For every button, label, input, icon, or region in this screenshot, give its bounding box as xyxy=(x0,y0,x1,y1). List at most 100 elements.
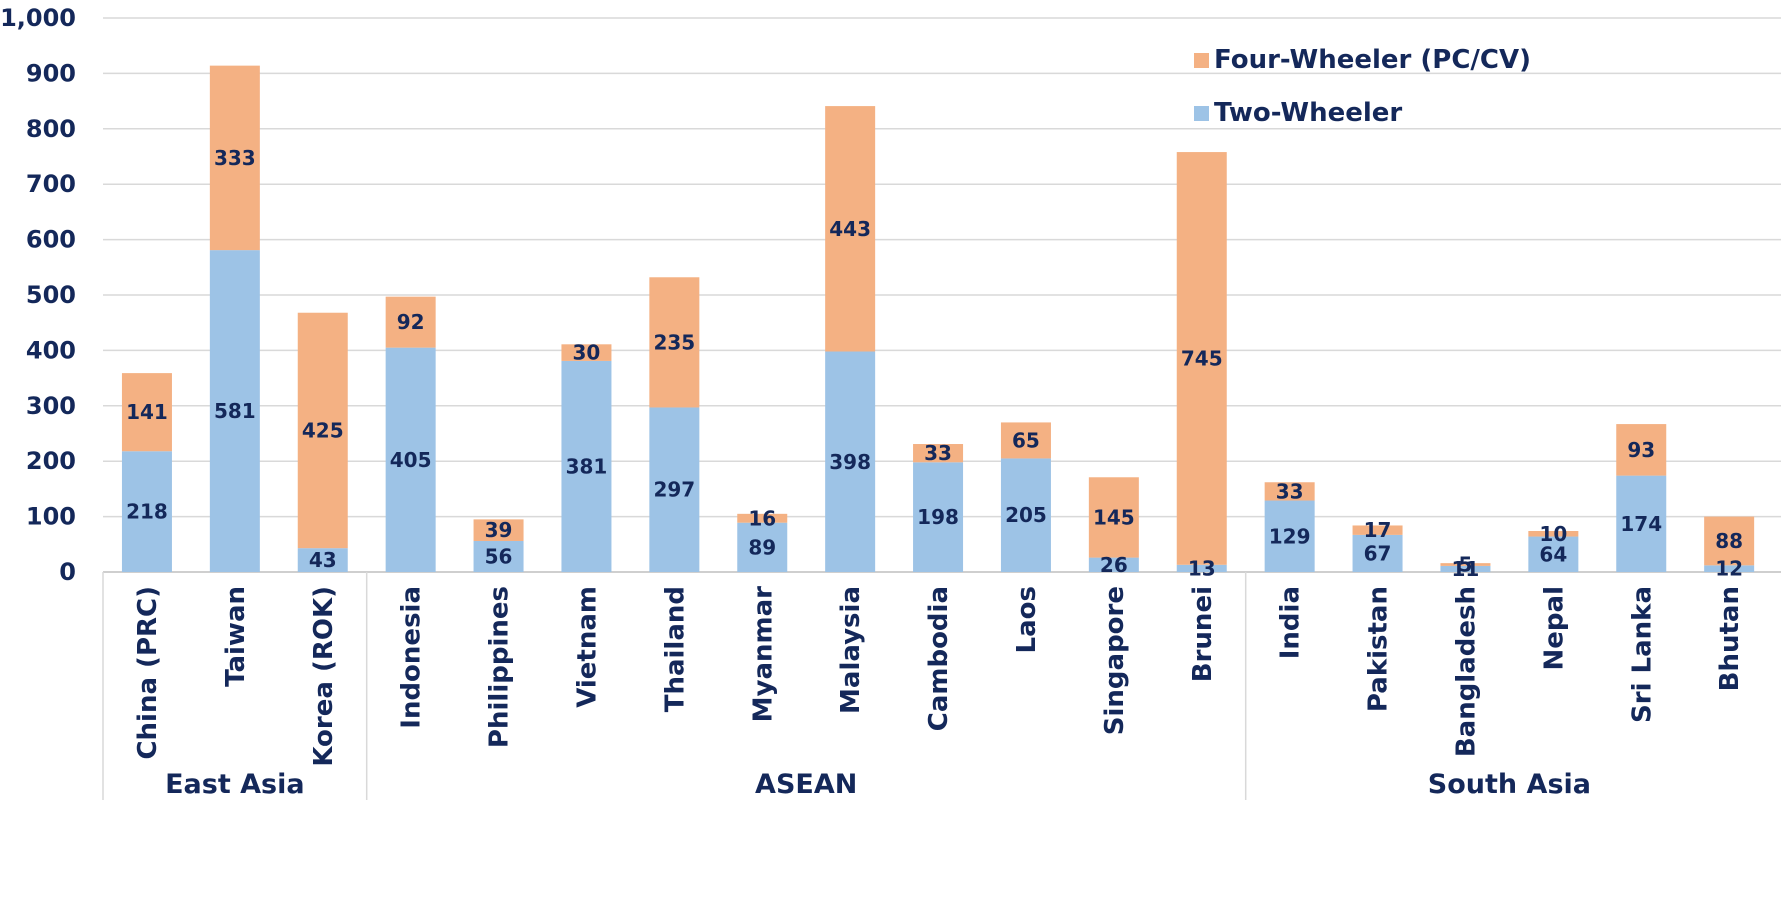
data-label-two-wheeler: 12 xyxy=(1715,557,1743,581)
bar-four-wheeler[interactable] xyxy=(385,296,436,348)
data-label-two-wheeler: 64 xyxy=(1539,542,1567,566)
bar-four-wheeler[interactable] xyxy=(1000,422,1051,459)
data-label-four-wheeler: 333 xyxy=(214,146,256,170)
x-category-label: Laos xyxy=(1012,586,1042,653)
bar-four-wheeler[interactable] xyxy=(737,513,788,523)
data-label-two-wheeler: 89 xyxy=(748,535,776,559)
data-label-four-wheeler: 33 xyxy=(924,441,952,465)
bar-four-wheeler[interactable] xyxy=(649,277,700,408)
data-label-two-wheeler: 67 xyxy=(1364,541,1392,565)
data-label-four-wheeler: 88 xyxy=(1715,529,1743,553)
data-label-four-wheeler: 5 xyxy=(1458,553,1472,577)
y-tick-label: 400 xyxy=(26,336,76,364)
bar-four-wheeler[interactable] xyxy=(1440,563,1491,566)
data-label-four-wheeler: 443 xyxy=(829,217,871,241)
x-category-label: Nepal xyxy=(1539,586,1569,670)
legend-swatch xyxy=(1194,53,1209,68)
bar-two-wheeler[interactable] xyxy=(209,250,260,572)
x-category-label: Thailand xyxy=(660,586,690,712)
bar-four-wheeler[interactable] xyxy=(825,106,876,352)
data-label-two-wheeler: 13 xyxy=(1188,556,1216,580)
data-label-four-wheeler: 17 xyxy=(1364,518,1392,542)
bar-four-wheeler[interactable] xyxy=(1616,424,1667,476)
bar-two-wheeler[interactable] xyxy=(1440,565,1491,572)
bar-four-wheeler[interactable] xyxy=(1704,516,1755,566)
bar-two-wheeler[interactable] xyxy=(1616,475,1667,572)
data-label-two-wheeler: 43 xyxy=(309,548,337,572)
data-label-two-wheeler: 381 xyxy=(566,454,608,478)
bar-four-wheeler[interactable] xyxy=(209,65,260,251)
bar-two-wheeler[interactable] xyxy=(561,360,612,572)
bar-four-wheeler[interactable] xyxy=(1176,152,1227,565)
data-label-two-wheeler: 297 xyxy=(653,478,695,502)
y-tick-label: 0 xyxy=(59,558,76,586)
bar-two-wheeler[interactable] xyxy=(1088,557,1139,572)
bar-four-wheeler[interactable] xyxy=(1528,531,1579,537)
bar-two-wheeler[interactable] xyxy=(1352,534,1403,572)
bar-four-wheeler[interactable] xyxy=(473,519,524,541)
bar-two-wheeler[interactable] xyxy=(473,540,524,572)
y-tick-label: 200 xyxy=(26,447,76,475)
bar-four-wheeler[interactable] xyxy=(913,444,964,463)
bar-four-wheeler[interactable] xyxy=(121,373,172,452)
bar-two-wheeler[interactable] xyxy=(825,351,876,572)
bar-four-wheeler[interactable] xyxy=(297,312,348,549)
x-category-label: Brunei xyxy=(1188,586,1218,682)
bar-four-wheeler[interactable] xyxy=(1088,477,1139,558)
data-label-two-wheeler: 11 xyxy=(1452,557,1480,581)
x-category-label: Sri Lanka xyxy=(1627,586,1657,723)
data-label-four-wheeler: 93 xyxy=(1627,438,1655,462)
data-label-four-wheeler: 33 xyxy=(1276,479,1304,503)
y-tick-label: 300 xyxy=(26,392,76,420)
data-label-two-wheeler: 398 xyxy=(829,450,871,474)
data-label-four-wheeler: 10 xyxy=(1539,522,1567,546)
bar-two-wheeler[interactable] xyxy=(649,407,700,572)
bar-two-wheeler[interactable] xyxy=(1176,564,1227,572)
x-category-label: China (PRC) xyxy=(133,586,163,760)
y-tick-label: 500 xyxy=(26,281,76,309)
data-label-four-wheeler: 145 xyxy=(1093,505,1135,529)
x-category-label: Bangladesh xyxy=(1451,586,1481,757)
bar-two-wheeler[interactable] xyxy=(913,462,964,572)
data-label-two-wheeler: 198 xyxy=(917,505,959,529)
x-category-label: Malaysia xyxy=(836,586,866,714)
data-label-four-wheeler: 425 xyxy=(302,418,344,442)
y-tick-label: 900 xyxy=(26,59,76,87)
x-category-label: Cambodia xyxy=(924,586,954,731)
legend-label: Two-Wheeler xyxy=(1214,98,1402,128)
data-label-two-wheeler: 174 xyxy=(1620,512,1662,536)
bar-two-wheeler[interactable] xyxy=(1264,500,1315,572)
bar-two-wheeler[interactable] xyxy=(297,548,348,572)
data-label-two-wheeler: 405 xyxy=(390,448,432,472)
data-label-four-wheeler: 16 xyxy=(748,506,776,530)
data-label-four-wheeler: 30 xyxy=(573,341,601,365)
y-tick-label: 1,000 xyxy=(0,4,76,32)
y-tick-label: 600 xyxy=(26,226,76,254)
data-label-two-wheeler: 581 xyxy=(214,399,256,423)
data-label-four-wheeler: 65 xyxy=(1012,428,1040,452)
bar-two-wheeler[interactable] xyxy=(1528,536,1579,572)
bar-two-wheeler[interactable] xyxy=(1704,565,1755,572)
data-label-four-wheeler: 92 xyxy=(397,310,425,334)
data-label-two-wheeler: 205 xyxy=(1005,503,1047,527)
data-label-four-wheeler: 745 xyxy=(1181,346,1223,370)
data-label-two-wheeler: 218 xyxy=(126,500,168,524)
bar-two-wheeler[interactable] xyxy=(737,522,788,572)
x-category-label: Bhutan xyxy=(1715,586,1745,691)
x-group-label: ASEAN xyxy=(755,769,857,800)
bar-two-wheeler[interactable] xyxy=(121,451,172,572)
data-label-two-wheeler: 129 xyxy=(1269,524,1311,548)
bar-two-wheeler[interactable] xyxy=(385,347,436,572)
bar-two-wheeler[interactable] xyxy=(1000,458,1051,572)
y-tick-label: 100 xyxy=(26,503,76,531)
x-category-label: Singapore xyxy=(1100,586,1130,735)
data-label-two-wheeler: 26 xyxy=(1100,553,1128,577)
data-label-four-wheeler: 235 xyxy=(653,330,695,354)
legend-swatch xyxy=(1194,106,1209,121)
bar-four-wheeler[interactable] xyxy=(561,344,612,361)
bar-four-wheeler[interactable] xyxy=(1264,482,1315,501)
x-category-label: Myanmar xyxy=(748,586,778,723)
bar-four-wheeler[interactable] xyxy=(1352,525,1403,535)
